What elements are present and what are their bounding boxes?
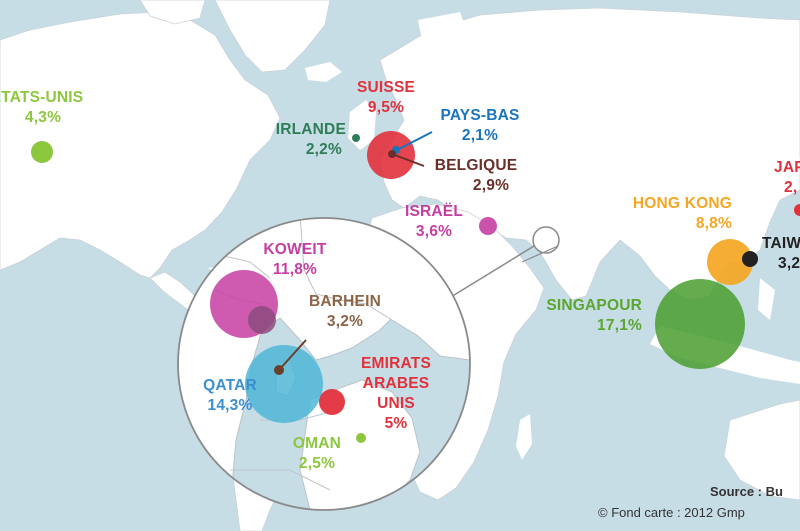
label-taiwan: TAIW 3,2 — [762, 234, 800, 274]
belgique-value: 2,9% — [472, 177, 510, 194]
koweit-name: KOWEIT — [263, 241, 327, 258]
greenland-landmass — [214, 0, 331, 73]
japon-bubble — [794, 204, 800, 216]
barhein-value: 3,2% — [326, 313, 364, 330]
oman-dot — [356, 433, 366, 443]
barhein-anchor — [274, 365, 284, 375]
irlande-value: 2,2% — [305, 141, 342, 158]
label-israel: ISRAËL 3,6% — [398, 202, 470, 242]
qatar-bubble — [245, 345, 323, 423]
etats-unis-bubble — [31, 141, 53, 163]
irlande-name: IRLANDE — [275, 121, 346, 138]
philippines — [758, 278, 775, 320]
japon-name: JAPON — [774, 159, 800, 176]
japan — [780, 120, 800, 190]
emirats-line2: ARABES — [362, 375, 430, 392]
suisse-name: SUISSE — [356, 79, 416, 96]
label-pays-bas: PAYS-BAS 2,1% — [430, 106, 530, 146]
singapour-name: SINGAPOUR — [546, 297, 642, 314]
emirats-line3: UNIS — [377, 395, 415, 412]
qatar-value: 14,3% — [207, 397, 253, 414]
belgique-dot — [388, 150, 396, 158]
gulf-locator-circle — [532, 226, 560, 254]
madagascar — [516, 414, 532, 460]
belgique-leader — [391, 153, 425, 167]
qatar-name: QATAR — [203, 377, 257, 394]
label-emirats: EMIRATS ARABES UNIS 5% — [356, 354, 436, 434]
hong-kong-value: 8,8% — [695, 215, 732, 232]
label-barhein: BARHEIN 3,2% — [300, 292, 390, 332]
source-note: Source : Bu — [710, 484, 783, 499]
belgique-name: BELGIQUE — [434, 157, 518, 174]
label-belgique: BELGIQUE 2,9% — [426, 156, 526, 196]
australia — [723, 399, 800, 501]
israel-name: ISRAËL — [404, 203, 464, 220]
emirats-bubble — [319, 389, 345, 415]
label-etats-unis: ÉTATS-UNIS 4,3% — [0, 88, 86, 128]
taiwan-dot — [742, 251, 758, 267]
koweit-value: 11,8% — [272, 261, 318, 278]
suisse-value: 9,5% — [367, 99, 405, 116]
barhein-name: BARHEIN — [308, 293, 381, 310]
label-japon: JAPON 2, — [774, 158, 800, 198]
barhein-bubble — [248, 306, 276, 334]
japon-value: 2, — [784, 179, 798, 196]
oman-value: 2,5% — [298, 455, 336, 472]
arctic-islands — [139, 0, 206, 25]
israel-value: 3,6% — [415, 223, 453, 240]
emirats-value: 5% — [384, 415, 408, 432]
singapour-bubble — [655, 279, 745, 369]
etats-unis-value: 4,3% — [24, 109, 62, 126]
zoom-connector-right — [521, 245, 559, 263]
pays-bas-value: 2,1% — [461, 127, 499, 144]
taiwan-value: 3,2 — [778, 255, 800, 272]
label-suisse: SUISSE 9,5% — [346, 78, 426, 118]
label-oman: OMAN 2,5% — [282, 434, 352, 474]
pays-bas-name: PAYS-BAS — [440, 107, 520, 124]
taiwan-name: TAIW — [762, 235, 800, 252]
pays-bas-leader — [396, 131, 433, 151]
label-singapour: SINGAPOUR 17,1% — [524, 296, 642, 336]
label-irlande: IRLANDE 2,2% — [258, 120, 346, 160]
singapour-value: 17,1% — [597, 317, 642, 334]
scandinavia — [418, 12, 470, 96]
label-qatar: QATAR 14,3% — [192, 376, 268, 416]
israel-bubble — [479, 217, 497, 235]
zoom-connector-left — [445, 245, 535, 301]
irlande-dot — [352, 134, 360, 142]
label-hong-kong: HONG KONG 8,8% — [608, 194, 732, 234]
map-credit: © Fond carte : 2012 Gmp — [598, 505, 745, 520]
iceland — [305, 62, 342, 82]
etats-unis-name: ÉTATS-UNIS — [0, 89, 84, 106]
oman-name: OMAN — [292, 435, 342, 452]
hong-kong-bubble — [707, 239, 753, 285]
label-koweit: KOWEIT 11,8% — [252, 240, 338, 280]
eurasia-landmass — [379, 7, 800, 301]
emirats-line1: EMIRATS — [361, 355, 431, 372]
hong-kong-name: HONG KONG — [632, 195, 732, 212]
barhein-leader — [278, 339, 307, 371]
